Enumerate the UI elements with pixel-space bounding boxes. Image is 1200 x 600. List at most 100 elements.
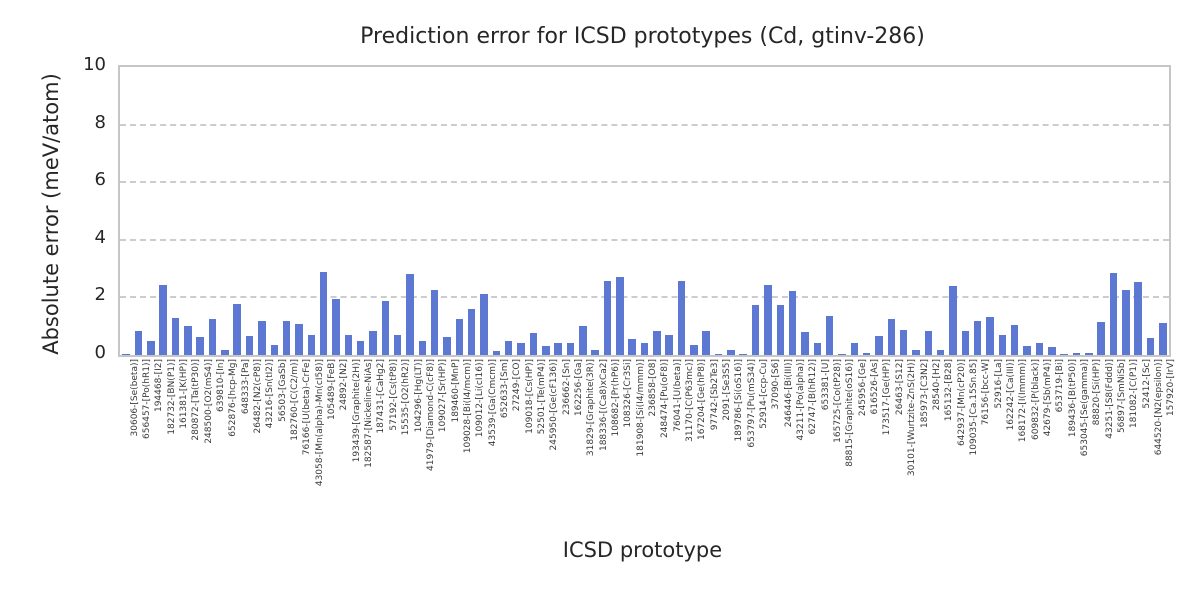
bar [406,273,414,355]
bar [1048,346,1056,355]
bar [381,300,390,355]
y-tick-label: 4 [94,226,106,248]
x-tick-label: 652876-[hcp-Mg] [228,359,239,437]
bar [344,334,353,355]
bar [764,285,772,355]
x-tick-label: 43211-[Po(alpha)] [796,359,807,441]
x-tick-label: 616526-[As] [870,359,881,415]
x-tick-label: 653719-[Bi] [1055,359,1066,413]
x-tick-label: 188336-[(Ca8)xCa2] [598,359,609,452]
x-tick-label: 194468-[I2] [154,359,165,413]
x-tick-label: 105489-[FeB] [327,359,338,421]
x-tick-label: 108326-[Cr3Si] [623,359,634,428]
x-tick-label: 30606-[Se(beta)] [129,359,140,437]
x-tick-label: 648333-[Pa] [240,359,251,415]
x-tick-label: 109018-[Cs(HP)] [524,359,535,434]
bar [690,344,698,355]
x-tick-label: 182732-[BN(P1)] [166,359,177,435]
x-tick-label: 31170-[C(P63mc)] [685,359,696,442]
x-tick-label: 43539-[Ga(Cmcm)] [487,359,498,447]
bar [862,353,871,355]
bar [1035,343,1044,355]
x-tick-label: 24892-[N2] [339,359,350,411]
x-tick-label: 652633-[Sm] [499,359,510,419]
bar [430,289,439,355]
bar [233,304,241,355]
x-tick-label: 173517-[Ge(HP)] [882,359,893,436]
x-tick-label: 109035-[Ca.15Sn.85] [968,359,979,456]
bar [1060,354,1068,355]
bar [936,350,945,355]
bar [579,325,587,355]
bar [899,329,908,355]
x-tick-label: 653381-[U] [820,359,831,411]
bar [332,298,340,355]
bar [677,281,686,355]
bar [788,290,797,355]
bar [850,342,859,355]
bar [986,316,994,355]
bar [554,343,562,355]
x-tick-label: 109028-[Bi(I4/mcm)] [462,359,473,454]
bar [924,331,933,355]
x-tick-label: 167204-[Ge(hP8)] [697,359,708,441]
x-tick-label: 248500-[O2(mS4)] [203,359,214,444]
x-tick-label: 193439-[Graphite(2H)] [351,359,362,463]
bar [282,321,291,355]
bar [1072,352,1081,355]
bar [258,321,266,355]
bar [134,331,143,355]
x-tick-label: 56503-[GaSb] [277,359,288,422]
bar [443,336,451,355]
x-tick-label: 26482-[N2(cP8)] [253,359,264,434]
bar [998,335,1007,355]
x-tick-label: 31829-[Graphite(3R)] [586,359,597,457]
bar [1146,337,1155,355]
gridline-y4 [120,238,1169,241]
bar [566,342,575,355]
bar [369,331,377,355]
bar [949,286,957,355]
bar [319,272,328,355]
bar [714,354,723,355]
bar [813,343,822,355]
x-tick-label: 609832-[P(black)] [1030,359,1041,440]
x-tick-label: 639810-[In] [216,359,227,412]
bar [122,354,130,355]
x-tick-label: 162242-[Ca(III)] [1005,359,1016,431]
bar [887,319,896,355]
x-tick-label: 42679-[Sb(mP4)] [1042,359,1053,437]
x-tick-label: 76041-[U(beta)] [672,359,683,432]
x-tick-label: 2091-[Se3S5] [722,359,733,421]
x-tick-label: 41979-[Diamond-C(cF8)] [425,359,436,471]
bar [517,343,525,355]
x-tick-label: 27249-[CO] [512,359,523,412]
bar [184,326,192,355]
gridline-y6 [120,181,1169,184]
x-tick-label: 642937-[Mn(cP20)] [956,359,967,446]
x-tick-label: 76156-[bcc-W] [981,359,992,426]
bar [542,345,550,355]
x-tick-label: 62747-[B(hR12)] [808,359,819,435]
x-tick-label: 52412-[Sc] [1141,359,1152,409]
bar [208,319,217,355]
bar [739,354,747,355]
x-tick-label: 161381-[K(HP)] [179,359,190,429]
bar [875,335,883,355]
x-tick-label: 15535-[O2(hR2)] [401,359,412,436]
bar [912,350,920,355]
x-tick-label: 52916-[La] [993,359,1004,409]
bar [418,340,427,355]
bar [973,320,982,355]
bar [1010,324,1019,355]
bar [504,341,513,355]
y-axis-label: Absolute error (meV/atom) [39,73,63,355]
bar [1159,322,1167,355]
x-tick-label: 245950-[Ge(cF136)] [549,359,560,451]
x-tick-label: 168172-[I(Immm)] [1018,359,1029,443]
x-tick-label: 246446-[Bi(III)] [783,359,794,428]
x-tick-label: 88815-[Graphite(oS16)] [845,359,856,467]
bar [356,341,365,355]
x-tick-label: 187431-[CaHg2] [376,359,387,434]
